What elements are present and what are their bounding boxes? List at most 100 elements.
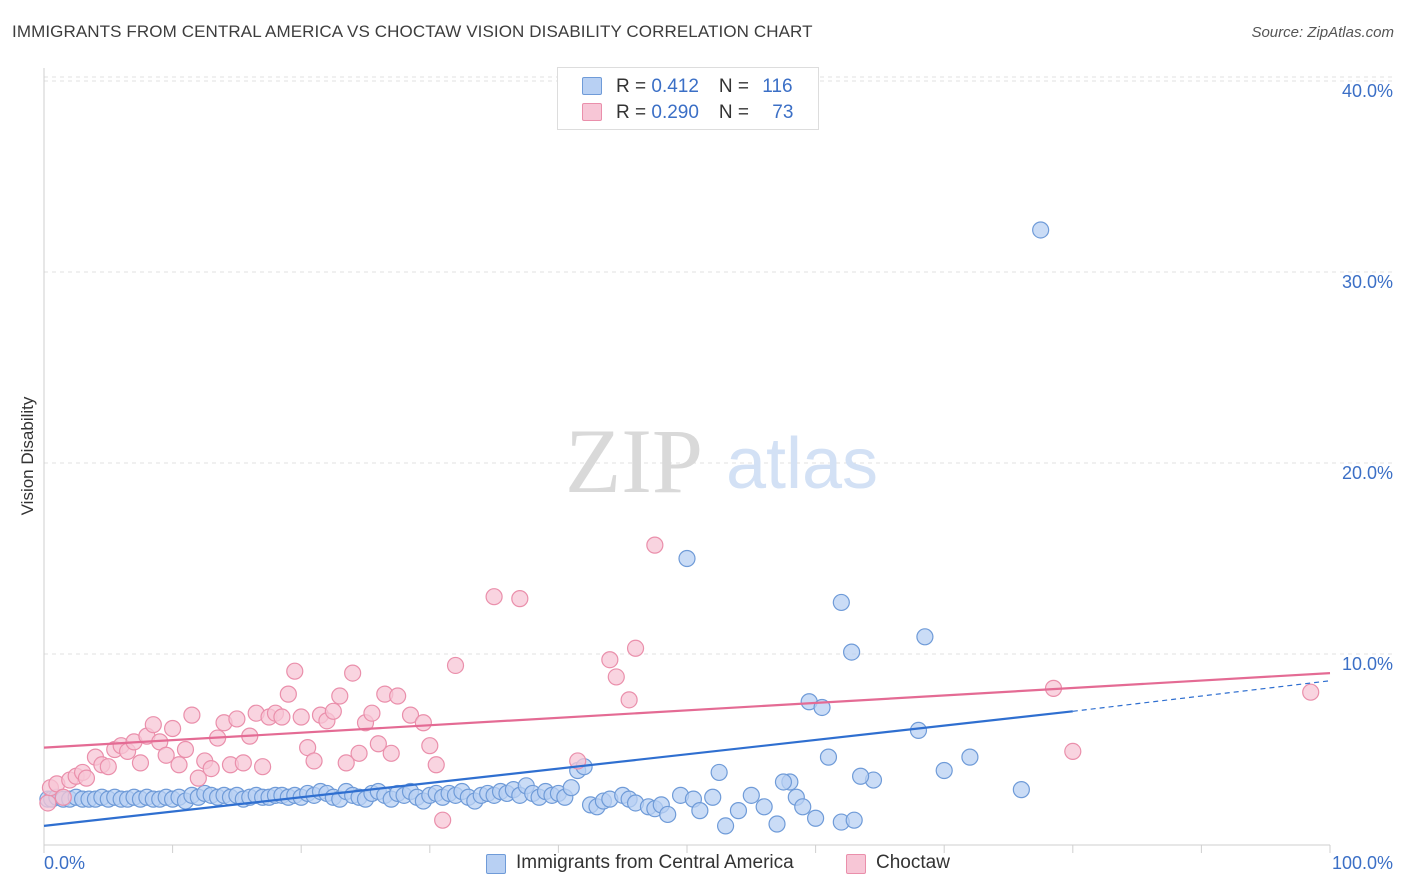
point-choctaw [39, 794, 57, 812]
point-choctaw [646, 536, 664, 554]
point-central-america [832, 593, 850, 612]
watermark-zip: ZIP [565, 410, 703, 512]
point-choctaw [77, 769, 96, 787]
point-choctaw [144, 716, 162, 734]
point-central-america [562, 779, 580, 797]
point-choctaw [131, 754, 150, 772]
n-label: N = [718, 102, 755, 123]
point-choctaw [511, 590, 529, 608]
point-choctaw [601, 651, 619, 669]
point-choctaw [485, 588, 503, 606]
point-central-america [961, 748, 979, 766]
x-tick-label: 0.0% [44, 853, 85, 873]
point-central-america [916, 628, 934, 646]
point-central-america [1012, 781, 1030, 799]
point-choctaw [54, 788, 72, 806]
point-choctaw [626, 639, 645, 657]
point-central-america [806, 809, 825, 827]
blue-swatch [486, 854, 506, 874]
stats-text: R = 0.412 N = 116 [616, 76, 793, 98]
stats-text: R = 0.290 N = 73 [616, 102, 793, 124]
r-value: 0.290 [651, 102, 699, 123]
point-choctaw [234, 754, 252, 772]
point-central-america [1032, 221, 1050, 239]
point-choctaw [350, 744, 368, 762]
point-choctaw [292, 708, 310, 726]
point-central-america [659, 805, 677, 824]
point-central-america [729, 802, 748, 820]
chart-title: IMMIGRANTS FROM CENTRAL AMERICA VS CHOCT… [12, 22, 813, 41]
point-central-america [742, 786, 760, 804]
point-choctaw [414, 714, 432, 732]
point-central-america [678, 549, 696, 568]
point-central-america [768, 815, 786, 833]
trendline-choctaw [43, 672, 1331, 749]
trend-lines [43, 672, 1331, 827]
legend-label: Immigrants from Central America [516, 852, 794, 873]
point-choctaw [254, 758, 272, 776]
r-value: 0.412 [651, 76, 699, 97]
r-label: R = [616, 102, 652, 123]
axes [43, 68, 1331, 853]
point-central-america [704, 788, 722, 806]
point-central-america [755, 798, 773, 816]
point-choctaw [279, 685, 297, 703]
point-choctaw [286, 662, 304, 680]
point-central-america [845, 811, 863, 829]
grid-lines [44, 76, 1392, 655]
n-label: N = [718, 76, 755, 97]
point-choctaw [1302, 683, 1320, 701]
pink-swatch [582, 103, 602, 121]
point-central-america [691, 802, 709, 820]
point-choctaw [363, 704, 381, 722]
y-tick-label: 10.0% [1342, 654, 1393, 674]
point-choctaw [389, 687, 407, 705]
point-central-america [909, 721, 928, 740]
stats-legend: R = 0.412 N = 116 R = 0.290 N = 73 [557, 67, 819, 130]
y-tick-label: 20.0% [1342, 463, 1393, 483]
point-choctaw [183, 706, 201, 724]
point-central-america [843, 643, 861, 661]
watermark: ZIP atlas [565, 410, 878, 512]
point-choctaw [170, 756, 188, 774]
point-central-america [710, 763, 728, 782]
point-central-america [716, 817, 735, 835]
point-central-america [774, 773, 793, 791]
r-label: R = [616, 76, 652, 97]
point-choctaw [434, 811, 452, 829]
tick-labels: 10.0% 20.0% 30.0% 40.0% 0.0% 100.0% [44, 81, 1393, 873]
watermark-atlas: atlas [726, 424, 878, 504]
point-choctaw [337, 754, 355, 772]
legend-label: Choctaw [876, 852, 950, 873]
y-axis-label: Vision Disability [18, 396, 37, 515]
point-central-america [935, 761, 953, 780]
point-choctaw [620, 691, 638, 709]
point-choctaw [273, 708, 291, 726]
point-choctaw [99, 758, 117, 776]
point-choctaw [305, 752, 323, 770]
trendline-central-america-extension [1072, 680, 1331, 712]
trendline-central-america [43, 710, 1073, 827]
point-choctaw [427, 756, 445, 774]
y-tick-label: 30.0% [1342, 272, 1393, 292]
point-choctaw [157, 746, 175, 764]
point-choctaw [331, 687, 349, 705]
y-tick-label: 40.0% [1342, 81, 1393, 101]
series-legend: Immigrants from Central America Choctaw [0, 852, 1406, 878]
point-choctaw [189, 769, 207, 787]
data-points [39, 221, 1320, 835]
point-choctaw [401, 706, 420, 724]
point-choctaw [324, 702, 342, 720]
blue-swatch [582, 77, 602, 95]
x-tick-label: 100.0% [1332, 853, 1393, 873]
point-central-america [794, 798, 812, 816]
point-choctaw [421, 737, 439, 755]
pink-swatch [846, 854, 866, 874]
point-choctaw [176, 740, 195, 759]
n-value: 116 [762, 76, 793, 97]
n-value: 73 [772, 102, 794, 123]
source-label: Source: ZipAtlas.com [1251, 24, 1394, 41]
point-choctaw [369, 735, 387, 753]
point-choctaw [164, 719, 182, 738]
